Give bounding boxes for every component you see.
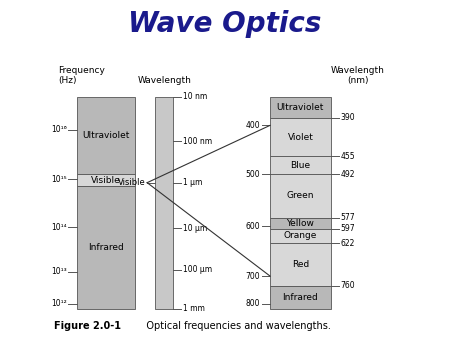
Text: 455: 455 — [341, 152, 356, 161]
Text: 400: 400 — [245, 121, 260, 130]
Text: 390: 390 — [341, 114, 356, 122]
Text: Ultraviolet: Ultraviolet — [277, 103, 324, 112]
Text: 10¹⁶: 10¹⁶ — [51, 125, 67, 134]
Text: Optical frequencies and wavelengths.: Optical frequencies and wavelengths. — [137, 321, 331, 331]
Text: 700: 700 — [245, 271, 260, 281]
Bar — [270, 174, 331, 218]
Text: Wave Optics: Wave Optics — [128, 10, 322, 38]
Text: 10¹³: 10¹³ — [51, 267, 67, 276]
Text: 1 mm: 1 mm — [183, 305, 205, 313]
Bar — [270, 156, 331, 174]
Text: Visible: Visible — [117, 178, 145, 187]
Text: 760: 760 — [341, 281, 356, 290]
Bar — [270, 218, 331, 229]
Bar — [76, 186, 135, 309]
Text: Wavelength: Wavelength — [137, 76, 191, 85]
Bar — [76, 174, 135, 186]
Text: Red: Red — [292, 260, 309, 269]
Text: Frequency
(Hz): Frequency (Hz) — [58, 66, 105, 85]
Text: 10¹⁴: 10¹⁴ — [51, 223, 67, 232]
Bar — [155, 97, 173, 309]
Text: Yellow: Yellow — [287, 219, 314, 228]
Bar — [76, 97, 135, 174]
Text: Infrared: Infrared — [88, 243, 124, 252]
Text: 10 μm: 10 μm — [183, 224, 207, 233]
Text: 10 nm: 10 nm — [183, 92, 207, 101]
Text: 10¹²: 10¹² — [51, 299, 67, 308]
Text: Visible: Visible — [91, 175, 121, 185]
Bar — [270, 97, 331, 118]
Bar — [270, 243, 331, 286]
Text: 100 nm: 100 nm — [183, 137, 212, 146]
Bar — [270, 286, 331, 309]
Text: 800: 800 — [246, 299, 260, 308]
Text: 10¹⁵: 10¹⁵ — [51, 175, 67, 184]
Text: 500: 500 — [245, 170, 260, 179]
Text: Orange: Orange — [284, 232, 317, 240]
Text: 577: 577 — [341, 213, 356, 222]
Text: Violet: Violet — [288, 132, 313, 142]
Text: 100 μm: 100 μm — [183, 265, 212, 274]
Text: 600: 600 — [245, 222, 260, 231]
Text: 622: 622 — [341, 239, 355, 248]
Text: Ultraviolet: Ultraviolet — [82, 131, 130, 140]
Text: Wavelength
(nm): Wavelength (nm) — [331, 66, 385, 85]
Bar — [270, 229, 331, 243]
Text: Blue: Blue — [290, 161, 310, 170]
Bar — [270, 118, 331, 156]
Text: Infrared: Infrared — [283, 293, 318, 302]
Text: 492: 492 — [341, 170, 355, 179]
Text: 597: 597 — [341, 224, 356, 233]
Text: Figure 2.0-1: Figure 2.0-1 — [54, 321, 121, 331]
Text: Green: Green — [287, 191, 314, 200]
Text: 1 μm: 1 μm — [183, 178, 202, 187]
